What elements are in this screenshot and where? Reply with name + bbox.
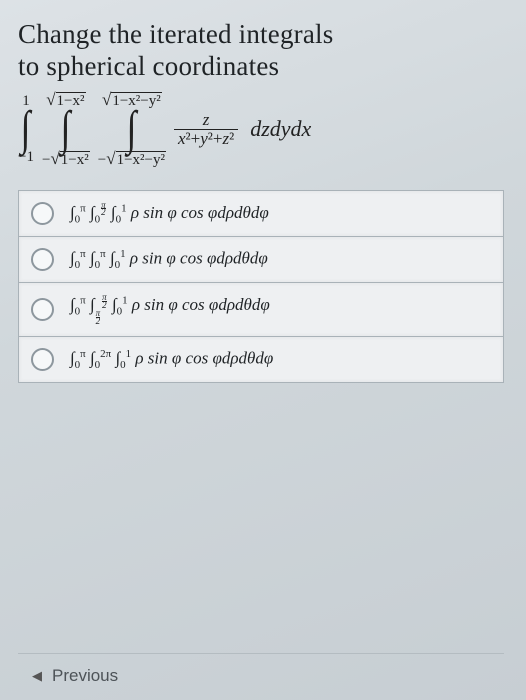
page-root: Change the iterated integrals to spheric… [0, 0, 526, 700]
differentials: dzdydx [250, 116, 311, 142]
question-line-1: Change the iterated integrals [18, 19, 333, 49]
radio-a[interactable] [31, 202, 54, 225]
radio-b[interactable] [31, 248, 54, 271]
question-line-2: to spherical coordinates [18, 51, 279, 81]
option-d[interactable]: ∫0π ∫02π ∫01 ρ sin φ cos φdρdθdφ [18, 336, 504, 383]
integrand-numerator: z [199, 111, 214, 129]
question-text: Change the iterated integrals to spheric… [18, 18, 512, 83]
outer-integral: 1 ∫ −1 [18, 94, 34, 165]
option-a[interactable]: ∫0π ∫0π2 ∫01 ρ sin φ cos φdρdθdφ [18, 190, 504, 238]
option-b[interactable]: ∫0π ∫0π ∫01 ρ sin φ cos φdρdθdφ [18, 236, 504, 283]
option-a-math: ∫0π ∫0π2 ∫01 ρ sin φ cos φdρdθdφ [70, 202, 269, 226]
middle-integral: √1−x² ∫ −√1−x² [42, 91, 90, 168]
integral-sign-1: ∫ [21, 109, 31, 150]
radio-c[interactable] [31, 298, 54, 321]
integrand-denominator: x²+y²+z² [174, 130, 238, 148]
option-c[interactable]: ∫0π ∫π2π2 ∫01 ρ sin φ cos φdρdθdφ [18, 282, 504, 337]
integrand-fraction: z x²+y²+z² [174, 111, 238, 148]
footer-nav: ◀ Previous [18, 653, 504, 700]
previous-label: Previous [52, 666, 118, 686]
triple-integral: 1 ∫ −1 √1−x² ∫ −√1−x² √1−x²−y² ∫ −√1−x²−… [18, 91, 512, 168]
option-c-math: ∫0π ∫π2π2 ∫01 ρ sin φ cos φdρdθdφ [70, 294, 270, 325]
previous-button[interactable]: ◀ Previous [18, 654, 134, 700]
integral-sign-2: ∫ [61, 109, 71, 150]
caret-left-icon: ◀ [32, 668, 42, 684]
integral-sign-3: ∫ [127, 109, 137, 150]
option-d-math: ∫0π ∫02π ∫01 ρ sin φ cos φdρdθdφ [70, 348, 273, 371]
option-b-math: ∫0π ∫0π ∫01 ρ sin φ cos φdρdθdφ [70, 248, 268, 271]
answer-options: ∫0π ∫0π2 ∫01 ρ sin φ cos φdρdθdφ ∫0π ∫0π… [18, 190, 504, 382]
radio-d[interactable] [31, 348, 54, 371]
inner-integral: √1−x²−y² ∫ −√1−x²−y² [98, 91, 166, 168]
